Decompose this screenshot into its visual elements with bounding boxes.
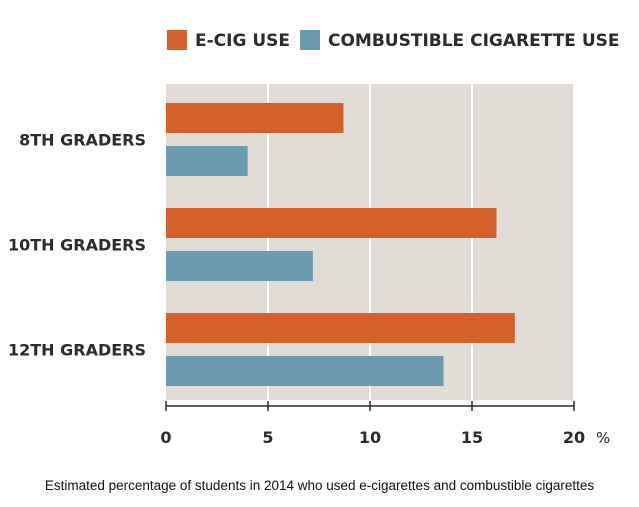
bar-0-1 (166, 146, 248, 176)
legend: E-CIG USE COMBUSTIBLE CIGARETTE USE (167, 30, 619, 51)
x-tick-label-0: 0 (160, 428, 171, 447)
legend-label-0: E-CIG USE (195, 31, 290, 51)
legend-label-1: COMBUSTIBLE CIGARETTE USE (328, 31, 619, 51)
bar-2-1 (166, 356, 444, 386)
x-axis: 0 5 10 15 20% (160, 401, 610, 447)
x-unit-label: % (596, 429, 610, 447)
x-tick-label-5: 5 (262, 428, 273, 447)
bar-1-1 (166, 251, 313, 281)
bar-chart: E-CIG USE COMBUSTIBLE CIGARETTE USE 8TH G… (8, 30, 619, 447)
bar-2-0 (166, 313, 515, 343)
bar-0-0 (166, 103, 344, 133)
gridlines (267, 84, 575, 400)
category-label-2: 12TH GRADERS (8, 341, 146, 360)
x-tick-label-15: 15 (461, 428, 483, 447)
bars (166, 103, 515, 386)
category-labels: 8TH GRADERS 10TH GRADERS 12TH GRADERS (8, 131, 146, 360)
bar-1-0 (166, 208, 497, 238)
x-tick-label-10: 10 (359, 428, 381, 447)
legend-swatch-0 (167, 30, 187, 50)
legend-swatch-1 (300, 30, 320, 50)
figure-caption: Estimated percentage of students in 2014… (44, 478, 595, 493)
category-label-0: 8TH GRADERS (19, 131, 146, 150)
category-label-1: 10TH GRADERS (8, 236, 146, 255)
x-tick-label-20: 20 (563, 428, 585, 447)
